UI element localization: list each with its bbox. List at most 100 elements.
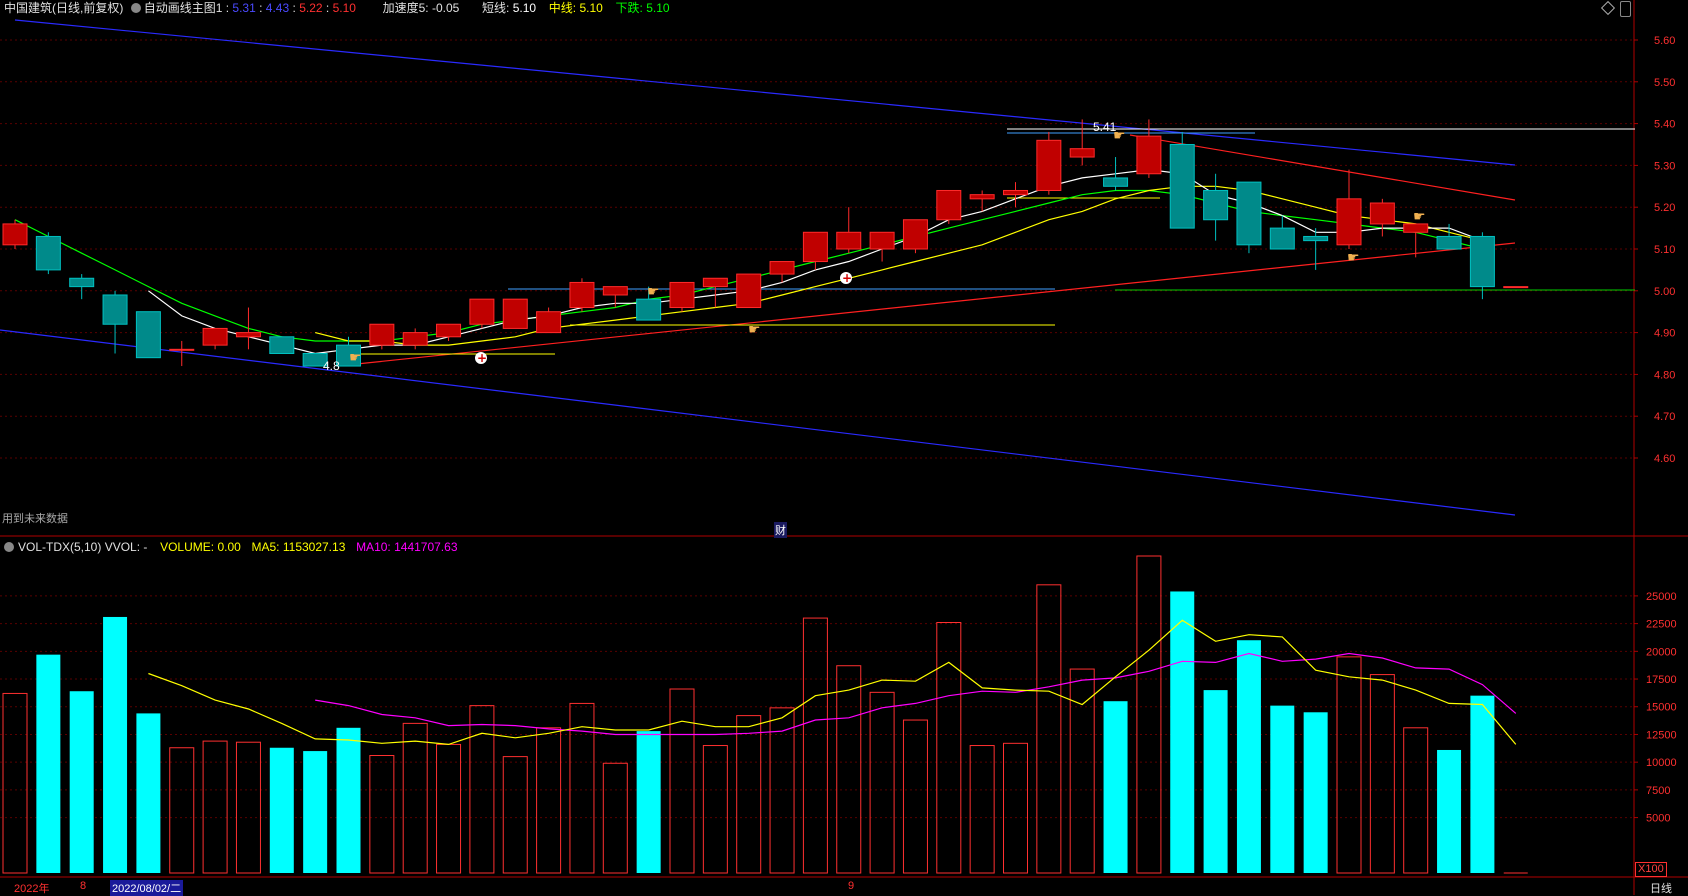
volume-bar-up	[469, 705, 495, 874]
vol-ma10-line	[315, 652, 1517, 736]
vol-tick-label: 7500	[1646, 785, 1670, 797]
date-month-8: 8	[80, 880, 87, 892]
price-tick-label: 4.70	[1654, 411, 1675, 423]
volume-bar-up	[169, 747, 195, 874]
buy-signal-icon	[475, 352, 487, 364]
label-low: 4.8	[323, 359, 340, 373]
volume-bar-down	[1236, 640, 1261, 873]
candle-body	[1236, 181, 1262, 246]
candle-body	[369, 323, 395, 346]
channel-lower-line	[0, 329, 1516, 516]
period-tab-daily[interactable]: 日线	[1650, 883, 1672, 895]
sep: :	[225, 1, 230, 15]
price-tick-label: 4.90	[1654, 328, 1675, 340]
candle-body	[1469, 235, 1495, 288]
candle-body	[35, 235, 61, 271]
candle-body	[1103, 177, 1129, 187]
volume-bar-down	[69, 691, 94, 873]
date-month-9: 9	[848, 880, 855, 892]
candle-body	[602, 286, 628, 296]
volume-bar-down	[36, 654, 61, 873]
volume-bar-down	[1303, 712, 1328, 873]
price-tick-label: 5.00	[1654, 286, 1675, 298]
down-label: 下跌:	[615, 1, 643, 15]
vol-tick-label: 17500	[1646, 674, 1677, 686]
volume-bar-up	[369, 755, 395, 874]
vol-header: VOL-TDX(5,10) VVOL: - VOLUME: 0.00 MA5: …	[4, 539, 458, 555]
vol-tick-label: 12500	[1646, 729, 1677, 741]
candle-body	[769, 261, 795, 275]
ma5-value: 1153027.13	[282, 540, 346, 554]
label-high: 5.41	[1093, 120, 1117, 134]
volume-bar-up	[1136, 555, 1162, 874]
vol-tick-label: 10000	[1646, 757, 1677, 769]
buy-signal-plus: +	[477, 351, 487, 365]
candle-body	[1136, 135, 1162, 175]
indicator-name[interactable]: 自动画线主图1	[143, 1, 223, 15]
volume-bar-up	[1069, 668, 1095, 874]
hand-pointer-icon: ☛	[349, 350, 362, 366]
volume-bar-up	[1403, 727, 1429, 874]
candle-body	[1403, 223, 1429, 233]
circle-dropdown-icon[interactable]	[4, 542, 14, 552]
volume-bar-down	[269, 747, 294, 873]
volume-bar-down	[1470, 695, 1495, 873]
future-data-note: 用到未来数据	[2, 513, 68, 525]
candle-body	[235, 332, 261, 338]
candle-body	[1069, 148, 1095, 158]
candle-body	[702, 277, 728, 288]
cursor-date: 2022/08/02/二	[110, 880, 184, 896]
hand-pointer-icon: ☛	[1347, 250, 1360, 266]
value-1: 5.31	[232, 1, 256, 15]
volume-bar-up	[1369, 674, 1395, 874]
circle-dropdown-icon[interactable]	[130, 3, 141, 13]
price-tick-label: 4.60	[1654, 453, 1675, 465]
volume-bar-up	[1036, 584, 1062, 874]
volume-bar-up	[736, 715, 762, 874]
vol-tick-label: 20000	[1646, 646, 1677, 658]
volume-label: VOLUME:	[160, 540, 215, 554]
vol-tick-label: 22500	[1646, 619, 1677, 631]
candle-body	[1436, 235, 1462, 250]
volume-bar-up	[2, 692, 28, 874]
volume-bar-up	[969, 745, 995, 874]
stock-name[interactable]: 中国建筑	[4, 1, 53, 15]
sep: :	[259, 1, 263, 15]
candle-body	[336, 344, 361, 367]
trend-line-rising	[346, 242, 1516, 366]
candle-body	[669, 281, 695, 309]
candle-body	[636, 298, 662, 321]
scroll-handle-icon[interactable]	[1620, 1, 1631, 17]
volume-bar-down	[303, 751, 328, 873]
chart-mode: (日线,前复权)	[52, 1, 124, 15]
candle-body	[802, 231, 828, 263]
channel-upper-line	[14, 19, 1516, 166]
price-tick-label: 4.80	[1654, 369, 1675, 381]
volume-bar-up	[569, 702, 595, 874]
mid-label: 中线:	[548, 1, 577, 15]
finance-mark[interactable]: 财	[774, 522, 787, 538]
candle-body	[2, 223, 28, 246]
price-tick-label: 5.20	[1654, 202, 1675, 214]
value-4: 5.10	[332, 1, 356, 15]
hand-pointer-icon: ☛	[647, 284, 660, 300]
hand-pointer-icon: ☛	[1413, 209, 1426, 225]
volume-bar-up	[902, 719, 928, 874]
volume-bar-up	[402, 722, 428, 874]
volume-bar-down	[1270, 705, 1295, 873]
candle-body	[502, 298, 528, 329]
vol-ma5-line	[148, 619, 1517, 746]
volume-bar-up	[502, 756, 528, 874]
candle-body	[202, 327, 228, 346]
candle-body	[102, 294, 128, 325]
candle-body	[836, 231, 862, 250]
volume-bar-down	[1103, 701, 1128, 873]
vol-title[interactable]: VOL-TDX(5,10)	[18, 540, 102, 554]
vol-tick-label: 15000	[1646, 702, 1677, 714]
scale-badge: X100	[1635, 862, 1667, 877]
volume-bar-down	[1437, 749, 1462, 873]
accel-value: -0.05	[431, 1, 460, 15]
volume-bar-up	[769, 707, 795, 874]
candle-body	[302, 353, 328, 367]
